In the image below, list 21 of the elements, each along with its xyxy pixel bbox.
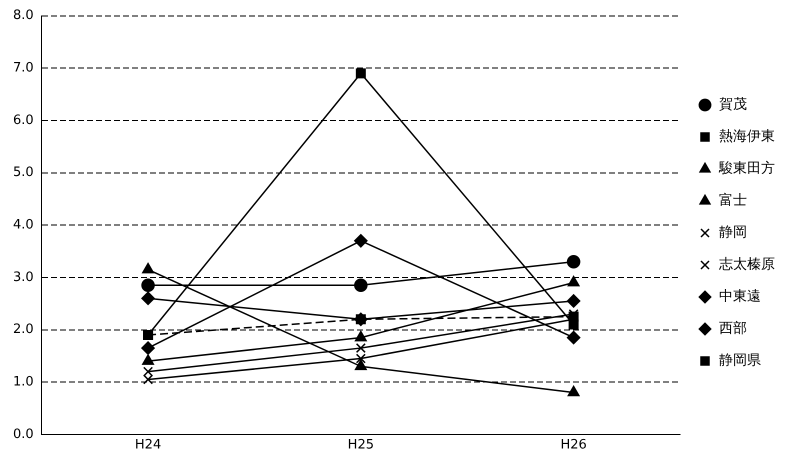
legend-label: 西部: [719, 320, 747, 337]
y-tick-label: 5.0: [12, 165, 34, 180]
y-tick-label: 6.0: [12, 112, 34, 128]
legend-label: 中東遠: [719, 288, 761, 305]
legend-label: 熱海伊東: [719, 128, 775, 145]
legend-label: 賀茂: [719, 96, 747, 113]
y-tick-label: 4.0: [12, 217, 34, 232]
y-tick-label: 7.0: [12, 60, 34, 76]
legend-label: 富士: [719, 192, 747, 209]
y-tick-label: 8.0: [12, 8, 34, 24]
y-tick-label: 0.0: [12, 426, 34, 442]
legend-label: 駿東田方: [718, 160, 775, 177]
legend-label: 志太榛原: [719, 256, 775, 273]
x-tick-label: H25: [348, 438, 374, 453]
y-tick-label: 3.0: [12, 270, 34, 285]
x-tick-label: H24: [134, 438, 162, 453]
legend-label: 静岡県: [719, 352, 761, 369]
x-tick-label: H26: [560, 438, 587, 453]
legend-label: 静岡: [719, 224, 747, 241]
y-tick-label: 1.0: [12, 374, 34, 390]
y-tick-label: 2.0: [12, 322, 34, 338]
